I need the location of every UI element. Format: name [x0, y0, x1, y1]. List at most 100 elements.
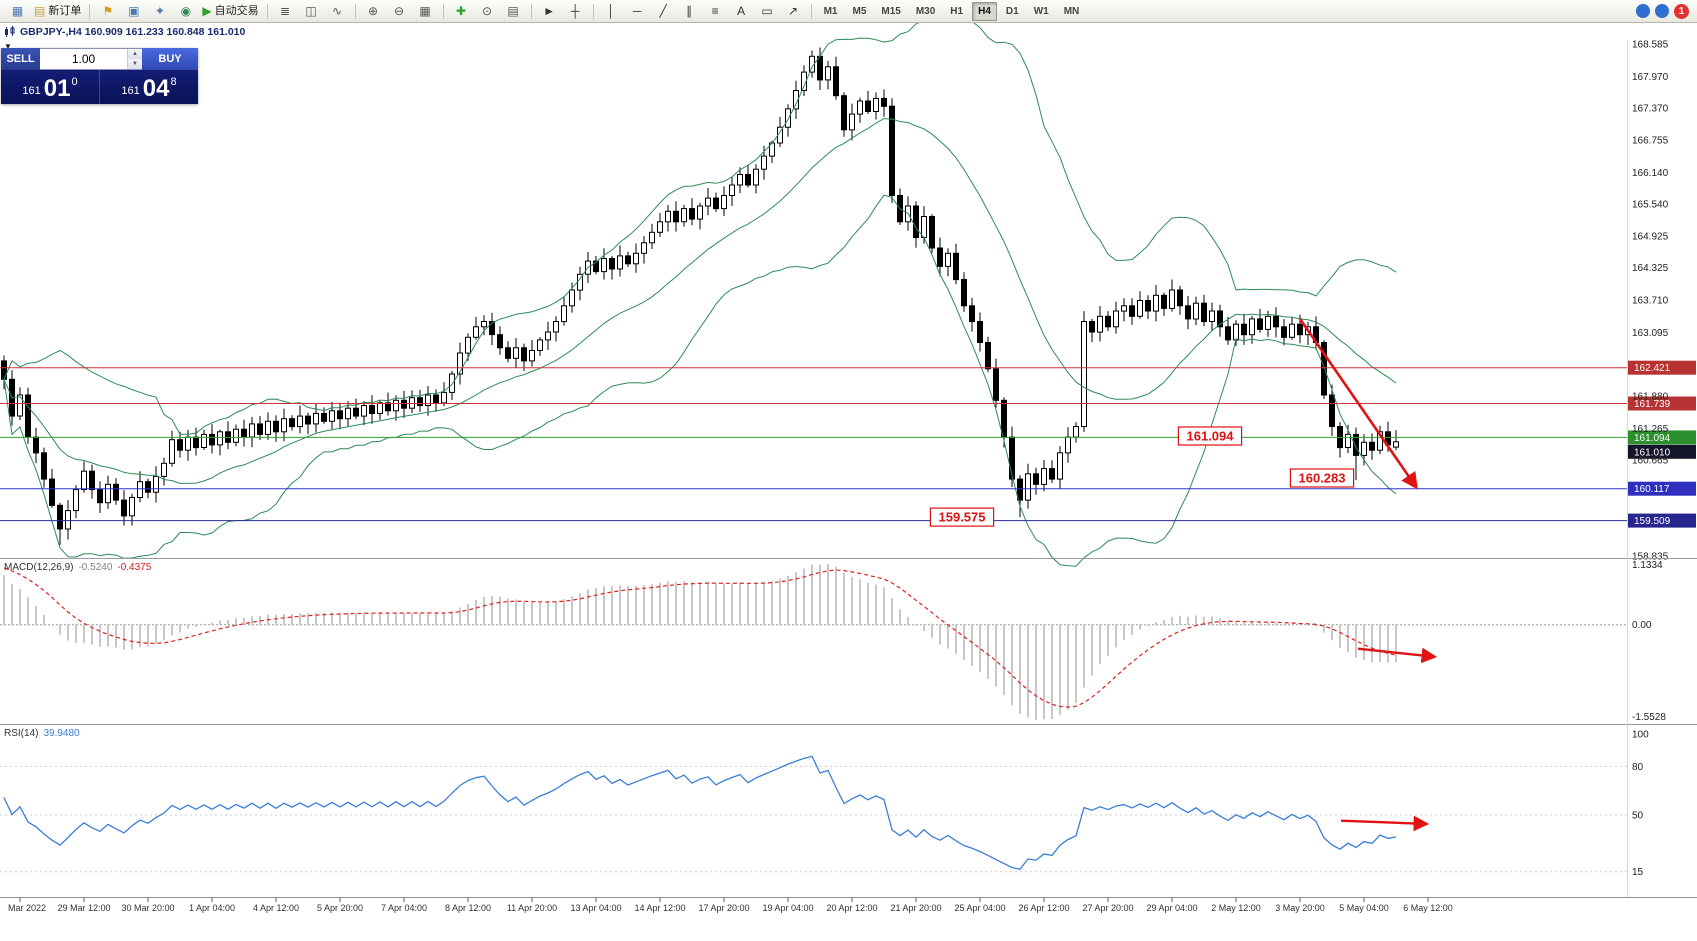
candlestick-symbol-icon: [4, 26, 16, 38]
market-watch-icon[interactable]: ⚑: [95, 1, 120, 22]
volume-down-icon[interactable]: ▼: [128, 59, 142, 69]
navigator-icon[interactable]: ✦: [147, 1, 172, 22]
level-lines[interactable]: 162.421 161.739 161.094 161.010 160.117 159.5…: [0, 360, 1696, 528]
market-watch-icon: ⚑: [102, 4, 114, 18]
line-chart-icon[interactable]: ∿: [325, 1, 350, 22]
zoom-in-icon[interactable]: ⊕: [361, 1, 386, 22]
timeframe-w1[interactable]: W1: [1033, 5, 1049, 17]
sell-price-prefix: 161: [22, 85, 41, 97]
chart-window-icon[interactable]: ▦: [5, 1, 30, 22]
line-chart-icon: ∿: [332, 4, 343, 18]
new-order-button-label: 新订单: [48, 4, 82, 17]
notification-badge[interactable]: 1: [1674, 3, 1689, 19]
horizontal-line-icon[interactable]: ─: [625, 1, 650, 22]
timeframe-m15[interactable]: M15: [881, 5, 901, 17]
toolbar-separator: [530, 3, 532, 19]
collapse-trade-panel-icon[interactable]: ▼: [4, 42, 12, 51]
macd-name: MACD(12,26,9): [4, 562, 74, 573]
timeframe-h4[interactable]: H4: [972, 1, 997, 21]
buy-price-sup: 8: [170, 76, 177, 88]
chart-annotations[interactable]: 159.575 161.094 160.283: [929, 318, 1418, 527]
horizontal-line-icon: ─: [632, 4, 642, 18]
fibonacci-icon[interactable]: ≡: [703, 1, 728, 22]
trendline-icon: ╱: [659, 4, 667, 18]
timeframe-m1[interactable]: M1: [823, 5, 838, 17]
tile-windows-icon[interactable]: ▦: [413, 1, 438, 22]
terminal-icon[interactable]: ◉: [173, 1, 198, 22]
chart-window-icon: ▦: [11, 4, 24, 18]
buy-price-big: 04: [142, 75, 170, 103]
svg-text:167.970: 167.970: [1632, 72, 1669, 83]
crosshair-icon[interactable]: ┼: [563, 1, 588, 22]
periods-icon[interactable]: ⊙: [475, 1, 500, 22]
main-toolbar: ▦ ▤ 新订单 ⚑ ▣ ✦ ◉ ▶ 自动交易 ≣ ◫ ∿ ⊕ ⊖ ▦ ✚ ⊙ ▤ ► ┼ │ ─ ╱ ∥ ≡ A ▭ ↗ M1 M5 M15…: [0, 0, 1697, 23]
svg-text:5 May 04:00: 5 May 04:00: [1339, 903, 1389, 913]
svg-text:164.325: 164.325: [1632, 263, 1669, 274]
buy-button[interactable]: BUY: [142, 48, 198, 70]
equidistant-channel-icon[interactable]: ∥: [677, 1, 702, 22]
data-window-icon[interactable]: ▣: [121, 1, 146, 22]
bar-chart-icon[interactable]: ≣: [273, 1, 298, 22]
timeframe-h1[interactable]: H1: [950, 5, 964, 17]
timeframe-m5[interactable]: M5: [852, 5, 867, 17]
price-axis[interactable]: 168.585 167.970 167.370 166.755 166.140 165.5…: [1632, 40, 1669, 563]
volume-input[interactable]: [40, 49, 127, 69]
buy-price[interactable]: 161 04 8: [100, 70, 198, 104]
text-label-icon[interactable]: ▭: [755, 1, 780, 22]
svg-text:163.710: 163.710: [1632, 296, 1669, 307]
indicators-icon[interactable]: ✚: [449, 1, 474, 22]
svg-text:165.540: 165.540: [1632, 199, 1669, 210]
new-order-button[interactable]: ▤ 新订单: [31, 1, 84, 22]
fibonacci-icon: ≡: [711, 4, 719, 18]
sell-price-sup: 0: [71, 76, 78, 88]
bollinger-bands: [3, 6, 1397, 567]
timeframe-mn[interactable]: MN: [1063, 5, 1080, 17]
templates-icon: ▤: [507, 4, 519, 18]
autotrade-button[interactable]: ▶ 自动交易: [199, 1, 261, 22]
volume-up-icon[interactable]: ▲: [128, 49, 142, 59]
svg-text:80: 80: [1632, 762, 1644, 773]
svg-text:100: 100: [1632, 730, 1649, 741]
time-axis[interactable]: Mar 2022 29 Mar 12:00 30 Mar 20:00 1 Apr 04…: [0, 897, 1697, 913]
rsi-panel: 100 80 50 15: [0, 730, 1649, 878]
new-order-button: ▤: [34, 4, 46, 18]
arrows-icon[interactable]: ↗: [781, 1, 806, 22]
svg-text:13 Apr 04:00: 13 Apr 04:00: [570, 903, 621, 913]
svg-text:11 Apr 20:00: 11 Apr 20:00: [507, 903, 557, 913]
mql5-community-icon[interactable]: [1636, 4, 1650, 18]
macd-label: MACD(12,26,9) -0.5240 -0.4375: [4, 562, 151, 573]
templates-icon[interactable]: ▤: [501, 1, 526, 22]
sell-price[interactable]: 161 01 0: [1, 70, 100, 104]
svg-text:20 Apr 12:00: 20 Apr 12:00: [826, 903, 877, 913]
cursor-icon[interactable]: ►: [537, 1, 562, 22]
panel-separators[interactable]: [0, 40, 1697, 897]
periods-icon: ⊙: [482, 4, 493, 18]
timeframe-d1[interactable]: D1: [1005, 5, 1019, 17]
trendline-icon[interactable]: ╱: [651, 1, 676, 22]
svg-text:30 Mar 20:00: 30 Mar 20:00: [121, 903, 174, 913]
svg-text:163.095: 163.095: [1632, 328, 1669, 339]
svg-text:26 Apr 12:00: 26 Apr 12:00: [1018, 903, 1069, 913]
toolbar-right-cluster: 1: [1636, 3, 1692, 19]
svg-text:1.1334: 1.1334: [1632, 560, 1663, 571]
volume-spinner: ▲ ▼: [127, 49, 142, 69]
sell-button[interactable]: SELL: [1, 48, 40, 70]
svg-text:29 Mar 12:00: 29 Mar 12:00: [57, 903, 110, 913]
svg-text:160.665: 160.665: [1632, 455, 1669, 466]
svg-text:Mar 2022: Mar 2022: [8, 903, 46, 913]
text-icon[interactable]: A: [729, 1, 754, 22]
zoom-out-icon[interactable]: ⊖: [387, 1, 412, 22]
one-click-trade-panel: SELL ▲ ▼ BUY 161 01 0 161 04 8: [1, 48, 198, 104]
svg-text:0.00: 0.00: [1632, 620, 1652, 631]
vertical-line-icon[interactable]: │: [599, 1, 624, 22]
candlestick-chart-icon[interactable]: ◫: [299, 1, 324, 22]
svg-text:159.575: 159.575: [939, 510, 986, 525]
terminal-icon: ◉: [180, 4, 192, 18]
timeframe-m30[interactable]: M30: [915, 5, 936, 17]
symbol-ohlc-text: GBPJPY-,H4 160.909 161.233 160.848 161.0…: [20, 26, 246, 38]
data-window-icon: ▣: [128, 4, 140, 18]
help-center-icon[interactable]: [1655, 4, 1669, 18]
toolbar-separator: [592, 3, 594, 19]
svg-text:161.880: 161.880: [1632, 392, 1669, 403]
